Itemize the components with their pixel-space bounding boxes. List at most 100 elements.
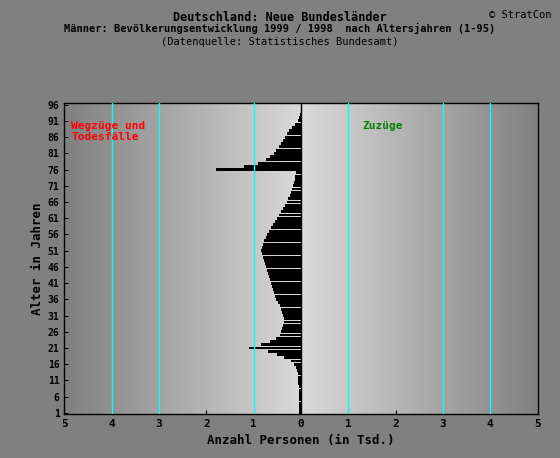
Bar — [249, 347, 301, 349]
Bar — [294, 363, 301, 365]
Bar — [279, 305, 301, 307]
Bar — [296, 171, 301, 174]
Bar — [283, 139, 301, 142]
Bar — [265, 236, 301, 239]
Bar — [277, 217, 301, 220]
Bar — [299, 398, 301, 401]
Bar — [265, 158, 301, 161]
Bar — [298, 411, 301, 414]
Bar — [277, 298, 301, 301]
Bar — [283, 314, 301, 317]
Bar — [270, 227, 301, 229]
Bar — [298, 382, 301, 385]
Bar — [298, 120, 301, 122]
Text: Männer: Bevölkerungsentwicklung 1999 / 1998  nach Altersjahren (1-95): Männer: Bevölkerungsentwicklung 1999 / 1… — [64, 23, 496, 34]
Bar — [272, 285, 301, 288]
Bar — [270, 282, 301, 284]
Bar — [298, 386, 301, 388]
Bar — [292, 126, 301, 129]
Bar — [285, 204, 301, 207]
Bar — [292, 188, 301, 191]
Bar — [281, 330, 301, 333]
Bar — [262, 249, 301, 252]
Bar — [270, 278, 301, 281]
Bar — [298, 392, 301, 395]
Bar — [291, 360, 301, 362]
Bar — [290, 194, 301, 197]
Bar — [277, 149, 301, 152]
Bar — [278, 301, 301, 304]
Bar — [269, 230, 301, 233]
Bar — [283, 207, 301, 210]
Bar — [293, 184, 301, 187]
Bar — [284, 317, 301, 320]
Bar — [299, 405, 301, 408]
Bar — [261, 344, 301, 346]
Bar — [299, 116, 301, 119]
Bar — [295, 178, 301, 181]
Bar — [298, 395, 301, 398]
Bar — [300, 113, 301, 116]
Bar — [299, 402, 301, 404]
Bar — [269, 275, 301, 278]
Bar — [295, 174, 301, 178]
X-axis label: Anzahl Personen (in Tsd.): Anzahl Personen (in Tsd.) — [207, 434, 395, 447]
Bar — [216, 168, 301, 171]
Bar — [263, 243, 301, 245]
Bar — [268, 350, 301, 353]
Text: © StratCon: © StratCon — [489, 10, 552, 20]
Y-axis label: Alter in Jahren: Alter in Jahren — [31, 202, 44, 315]
Bar — [295, 181, 301, 184]
Bar — [270, 340, 301, 343]
Bar — [277, 353, 301, 356]
Bar — [282, 327, 301, 330]
Bar — [295, 123, 301, 125]
Bar — [273, 152, 301, 155]
Bar — [268, 272, 301, 275]
Bar — [284, 356, 301, 359]
Bar — [287, 132, 301, 135]
Bar — [273, 288, 301, 291]
Bar — [298, 389, 301, 392]
Bar — [288, 197, 301, 200]
Bar — [284, 321, 301, 323]
Text: Wegzüge und
Todesfälle: Wegzüge und Todesfälle — [72, 121, 146, 142]
Bar — [263, 256, 301, 259]
Bar — [285, 136, 301, 139]
Bar — [273, 223, 301, 226]
Bar — [281, 210, 301, 213]
Bar — [273, 291, 301, 294]
Bar — [277, 337, 301, 340]
Bar — [298, 372, 301, 376]
Bar — [270, 155, 301, 158]
Bar — [279, 333, 301, 337]
Bar — [267, 269, 301, 272]
Bar — [258, 162, 301, 164]
Bar — [281, 308, 301, 311]
Bar — [267, 233, 301, 236]
Text: Zuzüge: Zuzüge — [362, 121, 403, 131]
Bar — [298, 379, 301, 382]
Bar — [264, 240, 301, 242]
Bar — [262, 246, 301, 249]
Bar — [266, 266, 301, 268]
Bar — [279, 145, 301, 148]
Bar — [244, 165, 301, 168]
Bar — [291, 191, 301, 194]
Bar — [275, 220, 301, 223]
Bar — [296, 366, 301, 369]
Bar — [283, 324, 301, 327]
Bar — [281, 142, 301, 145]
Bar — [275, 294, 301, 298]
Bar — [282, 311, 301, 314]
Bar — [279, 213, 301, 217]
Bar — [287, 201, 301, 203]
Bar — [299, 408, 301, 411]
Bar — [265, 262, 301, 265]
Bar — [297, 369, 301, 372]
Bar — [298, 376, 301, 379]
Text: Deutschland: Neue Bundesländer: Deutschland: Neue Bundesländer — [173, 11, 387, 24]
Text: (Datenquelle: Statistisches Bundesamt): (Datenquelle: Statistisches Bundesamt) — [161, 37, 399, 47]
Bar — [289, 129, 301, 132]
Bar — [264, 259, 301, 262]
